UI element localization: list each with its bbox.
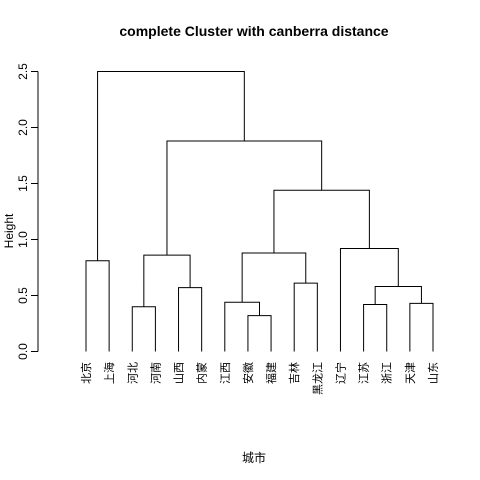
merge-link bbox=[132, 307, 155, 352]
chart-title: complete Cluster with canberra distance bbox=[119, 23, 388, 39]
leaf-label: 上海 bbox=[102, 362, 116, 384]
y-axis: 0.0 0.5 1.0 1.5 2.0 2.5 bbox=[16, 63, 38, 360]
y-tick-label: 1.5 bbox=[16, 175, 30, 192]
leaf-label: 安徽 bbox=[241, 362, 255, 384]
leaf-label: 吉林 bbox=[287, 362, 301, 384]
x-axis-label: 城市 bbox=[242, 450, 266, 465]
leaf-label: 河北 bbox=[126, 362, 139, 384]
y-tick-label: 1.0 bbox=[16, 231, 30, 248]
leaf-label: 浙江 bbox=[381, 362, 394, 384]
y-tick-label: 0.0 bbox=[16, 343, 30, 360]
leaf-label: 福建 bbox=[264, 362, 278, 384]
merge-link bbox=[410, 303, 433, 351]
merge-link bbox=[294, 283, 317, 351]
merge-link bbox=[179, 288, 202, 352]
y-axis-label: Height bbox=[2, 213, 16, 248]
leaf-label: 山东 bbox=[427, 362, 440, 384]
y-tick-label: 2.0 bbox=[16, 119, 30, 136]
merge-link bbox=[167, 141, 322, 255]
merge-link bbox=[274, 190, 369, 253]
leaf-label: 山西 bbox=[173, 362, 186, 384]
merge-link bbox=[86, 261, 109, 352]
leaf-label: 河南 bbox=[149, 362, 162, 384]
leaf-label: 黑龙江 bbox=[311, 362, 324, 395]
merge-link bbox=[340, 248, 398, 351]
merge-link bbox=[242, 253, 306, 302]
leaf-label: 内蒙 bbox=[195, 362, 209, 384]
merge-link bbox=[144, 255, 190, 307]
y-tick-label: 0.5 bbox=[16, 287, 30, 304]
leaf-label: 江西 bbox=[219, 362, 232, 384]
merge-link bbox=[364, 304, 387, 351]
merge-link bbox=[225, 302, 260, 351]
leaf-label: 江苏 bbox=[358, 362, 371, 384]
merge-link bbox=[248, 316, 271, 352]
dendrogram-tree bbox=[86, 72, 433, 352]
leaf-label: 天津 bbox=[404, 362, 417, 384]
leaf-label: 北京 bbox=[79, 362, 93, 384]
y-tick-label: 2.5 bbox=[16, 63, 30, 80]
leaf-labels: 北京 上海 河北 河南 山西 内蒙 江西 安徽 福建 吉林 黑龙江 辽宁 江苏 浙江 天津 山东 bbox=[79, 362, 440, 395]
merge-link bbox=[98, 72, 245, 261]
merge-link bbox=[375, 287, 421, 305]
leaf-label: 辽宁 bbox=[333, 362, 347, 384]
